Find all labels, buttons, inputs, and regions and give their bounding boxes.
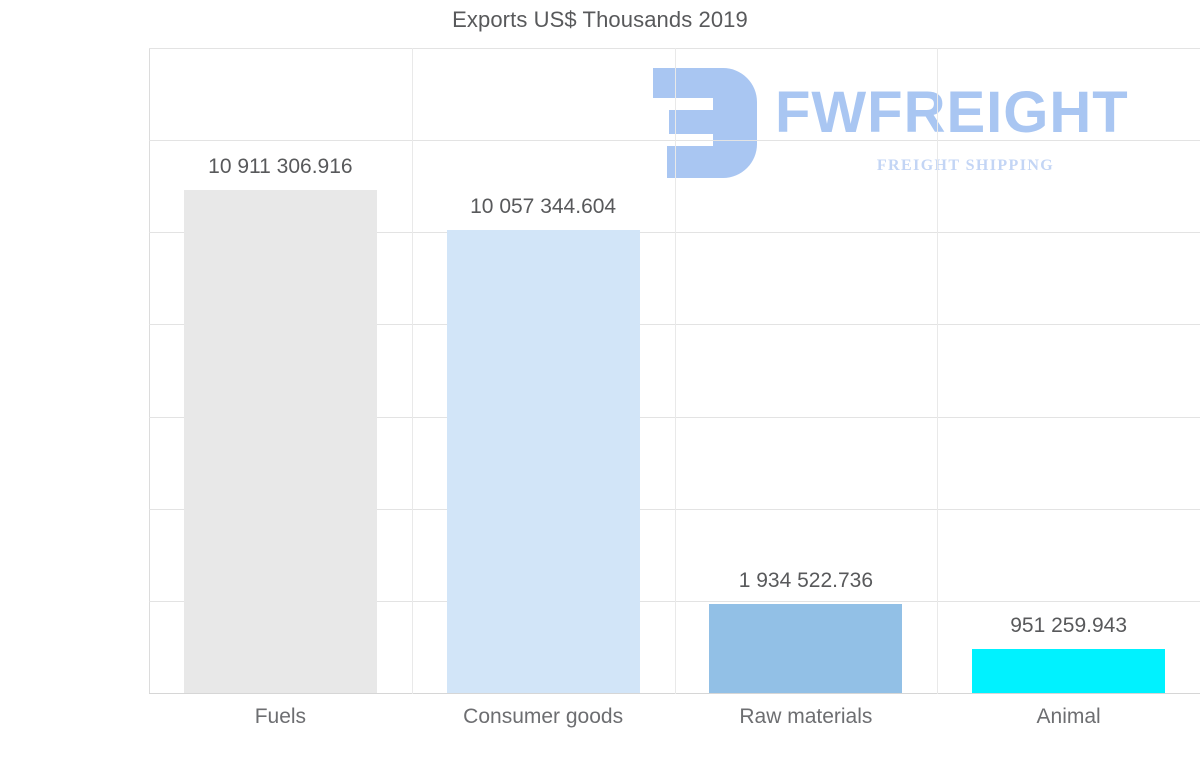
gridline [149, 417, 1200, 418]
gridline [149, 324, 1200, 325]
y-axis-line [149, 48, 150, 694]
bar-fuels[interactable] [184, 190, 377, 693]
bar-value-label: 10 057 344.604 [470, 194, 617, 218]
category-gridline [937, 48, 938, 694]
gridline [149, 693, 1200, 694]
gridline [149, 232, 1200, 233]
x-axis-tick-label: Raw materials [739, 705, 873, 728]
gridline [149, 601, 1200, 602]
bar-value-label: 10 911 306.916 [208, 155, 353, 179]
plot-area [149, 48, 1200, 694]
bar-consumer-goods[interactable] [447, 230, 640, 693]
bar-value-label: 951 259.943 [1010, 614, 1128, 638]
x-axis-tick-label: Animal [1036, 705, 1101, 728]
bar-animal[interactable] [972, 649, 1165, 693]
x-axis-tick-label: Fuels [254, 705, 307, 728]
category-gridline [412, 48, 413, 694]
bar-raw-materials[interactable] [709, 604, 902, 693]
category-gridline [675, 48, 676, 694]
gridline [149, 140, 1200, 141]
gridline [149, 48, 1200, 49]
bar-value-label: 1 934 522.736 [738, 568, 874, 592]
gridline [149, 509, 1200, 510]
x-axis-tick-label: Consumer goods [463, 705, 624, 728]
chart-title: Exports US$ Thousands 2019 [452, 7, 748, 32]
